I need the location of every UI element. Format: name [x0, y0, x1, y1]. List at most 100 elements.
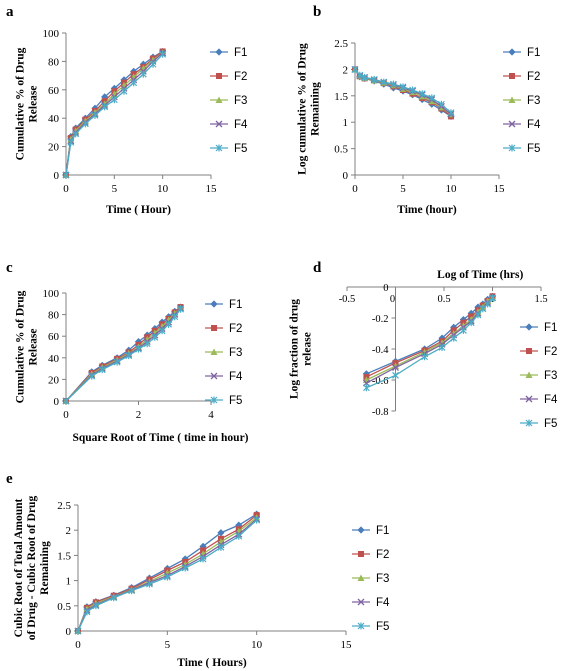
legend-label: F1 — [229, 299, 242, 311]
x-tick-label: 0 — [63, 409, 69, 421]
x-tick-label: 10 — [157, 183, 169, 195]
data-point-f5 — [361, 73, 369, 81]
data-point-f5 — [83, 608, 91, 616]
y-axis-title-line: of Drug - Cubic Root of Drug — [26, 496, 38, 641]
legend-label: F5 — [229, 395, 242, 407]
legend-label: F2 — [527, 71, 540, 83]
data-point-f5 — [110, 594, 118, 602]
x-axis-title: Log of Time (hrs) — [437, 269, 523, 281]
legend-label: F3 — [527, 95, 540, 107]
chart-panel-e: e 0 5 10 15 0 0.5 1 1.5 2 2.5 Time ( Hours) Cubic Ro… — [6, 471, 390, 669]
legend-marker-f4 — [508, 120, 516, 128]
chart-panel-b: b 0 5 10 15 0 0.5 1 1.5 2 2.5 Time (hour) Log cumula… — [297, 4, 542, 216]
x-tick-label: -0.5 — [339, 294, 356, 305]
data-point-f5 — [217, 543, 225, 551]
data-point-f5 — [149, 60, 157, 68]
chart-panel-a: a 0 5 10 15 0 20 40 60 80 100 Time ( Hour) Cumulativ… — [6, 4, 248, 216]
data-point-f1 — [217, 529, 225, 537]
data-point-f3 — [158, 322, 166, 330]
data-point-f5 — [428, 94, 436, 102]
legend-marker-f1 — [215, 48, 223, 56]
y-tick-label: 2 — [66, 525, 72, 537]
legend-label: F4 — [234, 119, 248, 131]
y-tick-label: -0.4 — [372, 345, 389, 356]
y-tick-label: 1 — [66, 576, 72, 588]
legend-marker-f3 — [357, 574, 365, 581]
data-point-f1 — [362, 370, 370, 378]
y-axis-title-line: Log fraction of drug — [289, 299, 301, 399]
data-point-f5 — [199, 555, 207, 563]
legend-marker-f5 — [215, 144, 223, 152]
y-tick-label: 1.5 — [334, 91, 348, 103]
y-tick-label: 1 — [343, 117, 349, 129]
data-point-f5 — [101, 103, 109, 111]
data-point-f1 — [235, 521, 243, 529]
data-point-f5 — [130, 79, 138, 87]
legend-marker-f2 — [358, 551, 364, 557]
y-tick-label: 0 — [54, 396, 60, 408]
y-tick-label: 100 — [43, 28, 60, 40]
legend-label: F5 — [376, 621, 389, 633]
legend-marker-f5 — [525, 419, 533, 427]
legend-marker-f5 — [357, 622, 365, 630]
legend-label: F5 — [527, 143, 540, 155]
data-point-f5 — [392, 371, 399, 379]
data-point-f5 — [62, 171, 70, 179]
legend-marker-f3 — [508, 96, 516, 103]
legend-label: F5 — [234, 143, 247, 155]
panel-letter: c — [6, 260, 13, 276]
y-tick-label: 0 — [343, 170, 349, 182]
data-point-f5 — [67, 138, 75, 146]
data-point-f5 — [438, 343, 446, 351]
data-point-f5 — [181, 564, 189, 572]
y-tick-label: 0.5 — [57, 601, 71, 613]
legend-label: F1 — [234, 47, 247, 59]
legend-label: F3 — [234, 95, 247, 107]
y-tick-label: 80 — [48, 310, 60, 322]
y-tick-label: 2 — [343, 64, 349, 76]
data-point-f3 — [421, 348, 429, 356]
x-tick-label: 10 — [446, 183, 458, 195]
x-tick-label: 0 — [390, 294, 395, 305]
data-point-f5 — [146, 580, 153, 588]
data-point-f5 — [81, 120, 89, 128]
data-point-f5 — [418, 90, 426, 98]
legend-label: F3 — [376, 573, 389, 585]
series-line-f2 — [366, 295, 493, 378]
legend-label: F1 — [544, 322, 557, 334]
legend-marker-f1 — [210, 300, 218, 308]
legend-marker-f3 — [215, 96, 223, 103]
y-axis-title-line: release — [302, 332, 314, 366]
y-tick-label: -0.2 — [372, 314, 389, 325]
x-tick-label: 0 — [75, 639, 81, 651]
data-point-f5 — [409, 86, 417, 94]
data-point-f5 — [474, 311, 482, 319]
legend-marker-f3 — [210, 348, 218, 355]
data-point-f1 — [450, 323, 458, 331]
legend-label: F4 — [229, 371, 243, 383]
legend-marker-f2 — [526, 348, 532, 354]
data-point-f5 — [128, 587, 136, 595]
data-point-f5 — [459, 326, 467, 334]
data-point-f5 — [489, 294, 496, 302]
panel-letter: e — [6, 471, 13, 487]
data-point-f5 — [450, 334, 458, 342]
legend-marker-f4 — [357, 598, 365, 606]
data-point-f5 — [159, 50, 167, 58]
y-tick-label: 20 — [48, 142, 60, 154]
y-tick-label: 1.5 — [57, 550, 71, 562]
data-point-f5 — [356, 71, 364, 79]
x-tick-label: 0 — [352, 183, 358, 195]
data-point-f5 — [421, 353, 429, 361]
data-point-f5 — [177, 305, 184, 313]
y-tick-label: 80 — [48, 56, 60, 68]
x-axis-title: Time (hour) — [397, 204, 457, 216]
data-point-f1 — [181, 555, 189, 563]
data-point-f1 — [474, 303, 482, 311]
y-tick-label: 40 — [48, 113, 60, 125]
series-line-f4 — [65, 52, 164, 176]
data-point-f5 — [389, 80, 397, 88]
data-point-f5 — [92, 602, 100, 610]
x-tick-label: 0 — [63, 183, 69, 195]
data-point-f5 — [437, 100, 445, 108]
